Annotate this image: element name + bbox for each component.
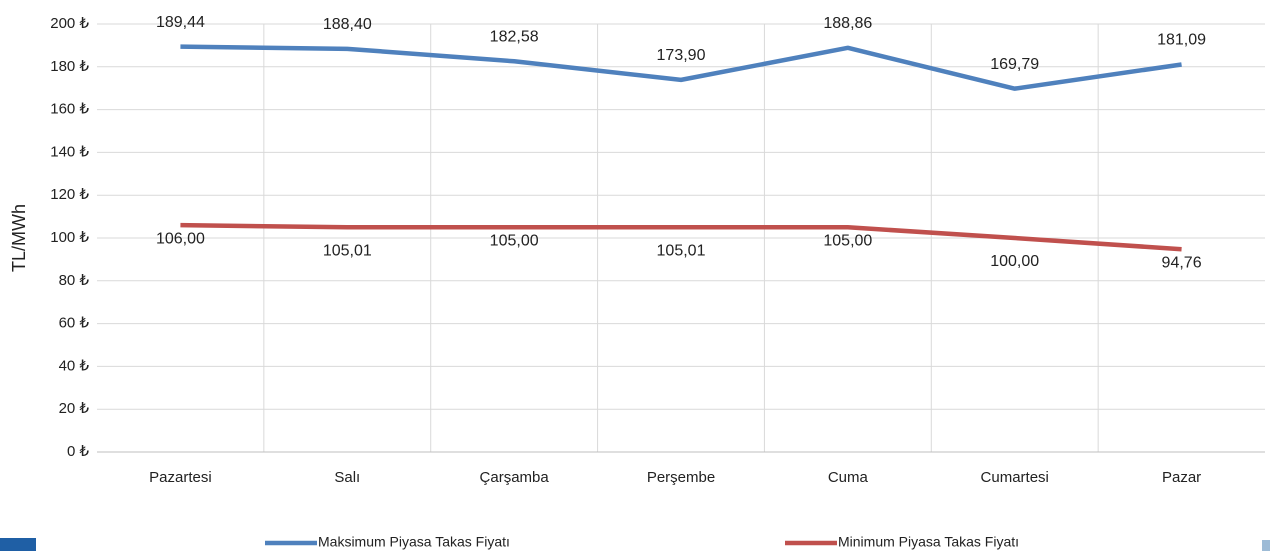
legend-label: Maksimum Piyasa Takas Fiyatı: [318, 534, 510, 550]
data-label: 105,01: [323, 242, 372, 259]
y-tick-label: 140 ₺: [50, 143, 89, 160]
data-label: 189,44: [156, 14, 205, 31]
data-label: 105,01: [657, 242, 706, 259]
y-tick-label: 100 ₺: [50, 229, 89, 246]
x-tick-label: Pazartesi: [149, 469, 212, 486]
y-tick-label: 200 ₺: [50, 15, 89, 32]
y-tick-label: 20 ₺: [59, 400, 90, 417]
y-tick-label: 60 ₺: [59, 315, 90, 332]
data-label: 173,90: [657, 47, 706, 64]
series-line: [180, 222, 1182, 252]
corner-mark: [1262, 540, 1270, 551]
x-tick-label: Cuma: [828, 469, 869, 486]
y-tick-label: 40 ₺: [59, 357, 90, 374]
data-label: 181,09: [1157, 32, 1206, 49]
data-label: 94,76: [1162, 254, 1202, 271]
data-label: 188,86: [823, 15, 872, 32]
y-tick-label: 120 ₺: [50, 186, 89, 203]
data-label: 106,00: [156, 230, 205, 247]
y-axis-label: TL/MWh: [9, 204, 29, 272]
x-tick-label: Perşembe: [647, 469, 715, 486]
x-tick-label: Pazar: [1162, 469, 1201, 486]
x-tick-label: Çarşamba: [480, 469, 550, 486]
y-tick-label: 160 ₺: [50, 101, 89, 118]
x-tick-label: Cumartesi: [981, 469, 1049, 486]
corner-mark: [0, 538, 36, 551]
data-label: 105,00: [490, 233, 539, 250]
series-line: [180, 44, 1182, 91]
y-tick-label: 180 ₺: [50, 58, 89, 75]
data-label: 105,00: [823, 233, 872, 250]
data-label: 182,58: [490, 28, 539, 45]
data-label: 188,40: [323, 16, 372, 33]
legend-label: Minimum Piyasa Takas Fiyatı: [838, 534, 1019, 550]
y-tick-label: 80 ₺: [59, 272, 90, 289]
y-tick-label: 0 ₺: [67, 443, 90, 460]
data-label: 100,00: [990, 253, 1039, 270]
data-label: 169,79: [990, 56, 1039, 73]
x-tick-label: Salı: [334, 469, 360, 486]
